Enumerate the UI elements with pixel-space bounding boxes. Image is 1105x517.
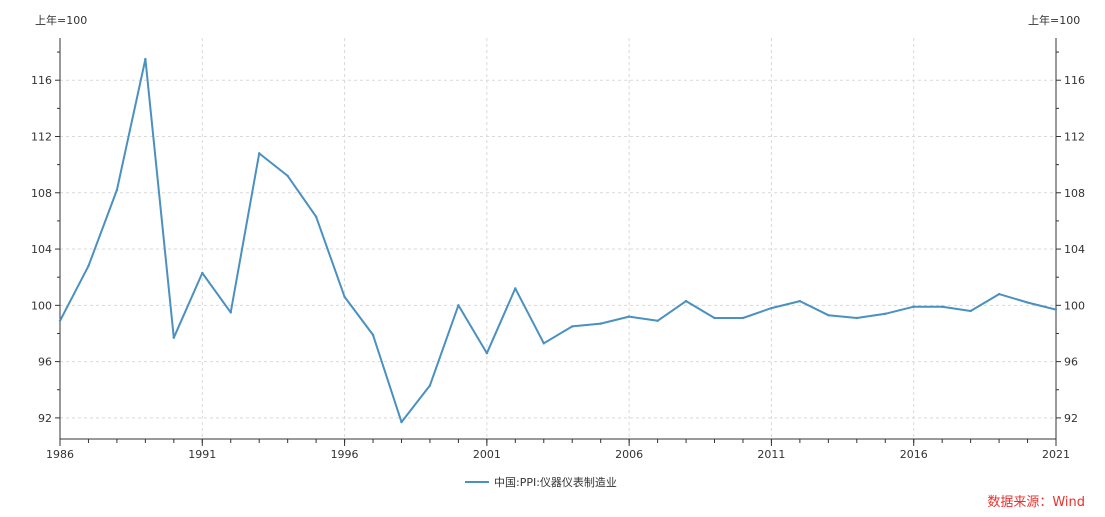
- series-line: [59, 58, 1057, 424]
- y-tick-label-left: 112: [31, 130, 52, 143]
- gridlines: [59, 38, 1057, 439]
- series-layer: [58, 57, 1058, 424]
- y-tick-label-left: 96: [38, 356, 52, 369]
- legend: 中国:PPI:仪器仪表制造业: [465, 475, 617, 489]
- data-point: [599, 322, 602, 325]
- data-point: [343, 295, 346, 299]
- y-tick-label-right: 96: [1064, 356, 1078, 369]
- data-point: [457, 304, 460, 307]
- y-tick-label-right: 104: [1064, 243, 1085, 256]
- data-point: [713, 316, 716, 320]
- y-tick-label-left: 104: [31, 243, 52, 256]
- y-tick-label-left: 100: [31, 299, 52, 312]
- data-point: [656, 319, 659, 323]
- data-point: [741, 316, 745, 320]
- legend-label: 中国:PPI:仪器仪表制造业: [494, 475, 617, 489]
- data-point: [997, 292, 1001, 296]
- data-point: [627, 315, 631, 318]
- y-tick-label-left: 116: [31, 74, 52, 87]
- data-point: [827, 313, 830, 317]
- data-point: [485, 351, 489, 355]
- x-tick-label: 1991: [188, 448, 216, 461]
- data-point: [542, 342, 545, 345]
- x-tick-label: 2016: [900, 448, 928, 461]
- y-tick-label-right: 92: [1064, 412, 1078, 425]
- right-unit-label: 上年=100: [1028, 13, 1080, 27]
- y-tick-label-right: 108: [1064, 187, 1085, 200]
- x-tick-label: 1996: [331, 448, 359, 461]
- data-point: [940, 305, 944, 308]
- data-point: [1054, 308, 1058, 311]
- data-point: [855, 316, 858, 320]
- data-point: [115, 188, 119, 192]
- data-point: [514, 287, 517, 290]
- left-unit-label: 上年=100: [35, 13, 87, 27]
- x-tick-label: 1986: [46, 448, 74, 461]
- data-point: [201, 271, 204, 275]
- x-tick-label: 2001: [473, 448, 501, 461]
- data-point: [172, 336, 176, 339]
- data-point: [684, 299, 688, 303]
- data-point: [400, 420, 403, 424]
- data-point: [571, 325, 574, 328]
- axes: 上年=100 上年=100 92 92 96 96 100 100 104 104 108 108…: [31, 13, 1085, 461]
- data-point: [770, 306, 773, 310]
- x-tick-label: 2021: [1042, 448, 1070, 461]
- data-point: [428, 384, 432, 387]
- data-point: [371, 333, 375, 337]
- data-point: [969, 309, 972, 313]
- data-point: [884, 312, 887, 315]
- y-tick-label-left: 92: [38, 412, 52, 425]
- y-tick-label-right: 116: [1064, 74, 1085, 87]
- data-point: [912, 305, 915, 308]
- data-point: [58, 319, 62, 323]
- data-source: 数据来源：Wind: [987, 495, 1085, 510]
- y-tick-label-right: 100: [1064, 299, 1085, 312]
- y-tick-label-left: 108: [31, 187, 52, 200]
- data-point: [229, 311, 232, 314]
- data-point: [144, 57, 147, 61]
- data-point: [87, 264, 90, 268]
- y-tick-label-right: 112: [1064, 130, 1085, 143]
- data-point: [798, 299, 802, 303]
- x-tick-label: 2011: [757, 448, 785, 461]
- data-point: [286, 174, 289, 178]
- data-point: [1026, 301, 1029, 304]
- data-point: [258, 152, 261, 155]
- data-point: [314, 215, 318, 218]
- x-tick-label: 2006: [615, 448, 643, 461]
